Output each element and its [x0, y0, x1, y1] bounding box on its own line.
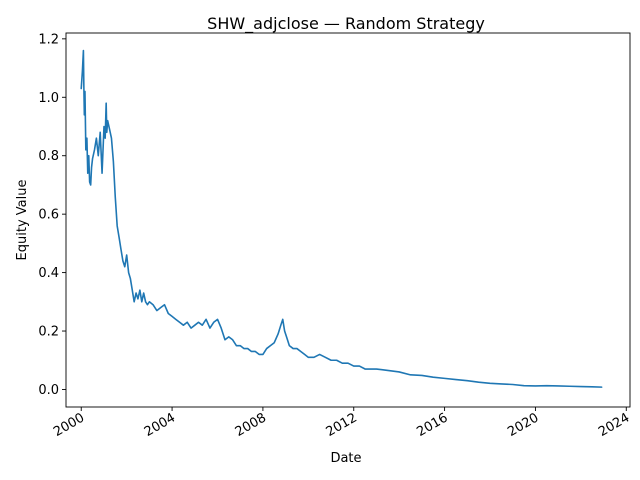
y-tick-label: 1.0: [38, 91, 59, 106]
y-tick-label: 0.0: [38, 383, 59, 398]
plot-area: [80, 49, 603, 388]
x-tick-label: 2016: [414, 410, 450, 440]
x-tick-label: 2024: [596, 410, 632, 440]
y-tick-label: 1.2: [38, 32, 59, 47]
y-tick-label: 0.2: [38, 325, 59, 340]
series-line-0: [80, 49, 603, 388]
x-tick-label: 2008: [233, 410, 269, 440]
y-tick-label: 0.6: [38, 208, 59, 223]
x-tick-label: 2012: [324, 410, 360, 440]
y-axis-label: Equity Value: [15, 180, 30, 261]
x-tick-label: 2020: [505, 410, 541, 440]
x-axis-label: Date: [330, 451, 361, 466]
plot-frame: [65, 32, 631, 408]
x-tick-label: 2004: [142, 410, 178, 440]
y-axis: 0.0 0.2 0.4 0.6 0.8 1.0 1.2: [38, 32, 66, 398]
y-tick-label: 0.8: [38, 149, 59, 164]
x-axis: 2000 2004 2008 2012 2016 2020 2024: [51, 407, 632, 440]
chart-title: SHW_adjclose — Random Strategy: [207, 14, 485, 34]
y-tick-label: 0.4: [38, 266, 59, 281]
x-tick-label: 2000: [51, 410, 87, 440]
